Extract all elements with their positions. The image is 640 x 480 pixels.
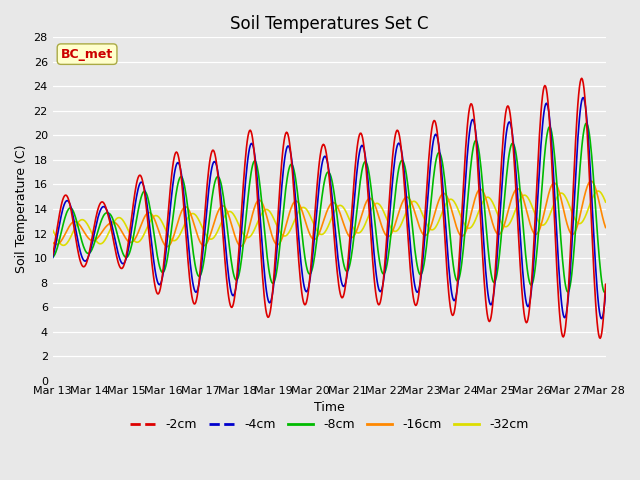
Text: BC_met: BC_met — [61, 48, 113, 60]
X-axis label: Time: Time — [314, 401, 344, 414]
Title: Soil Temperatures Set C: Soil Temperatures Set C — [230, 15, 428, 33]
Y-axis label: Soil Temperature (C): Soil Temperature (C) — [15, 145, 28, 273]
Legend: -2cm, -4cm, -8cm, -16cm, -32cm: -2cm, -4cm, -8cm, -16cm, -32cm — [125, 413, 533, 436]
